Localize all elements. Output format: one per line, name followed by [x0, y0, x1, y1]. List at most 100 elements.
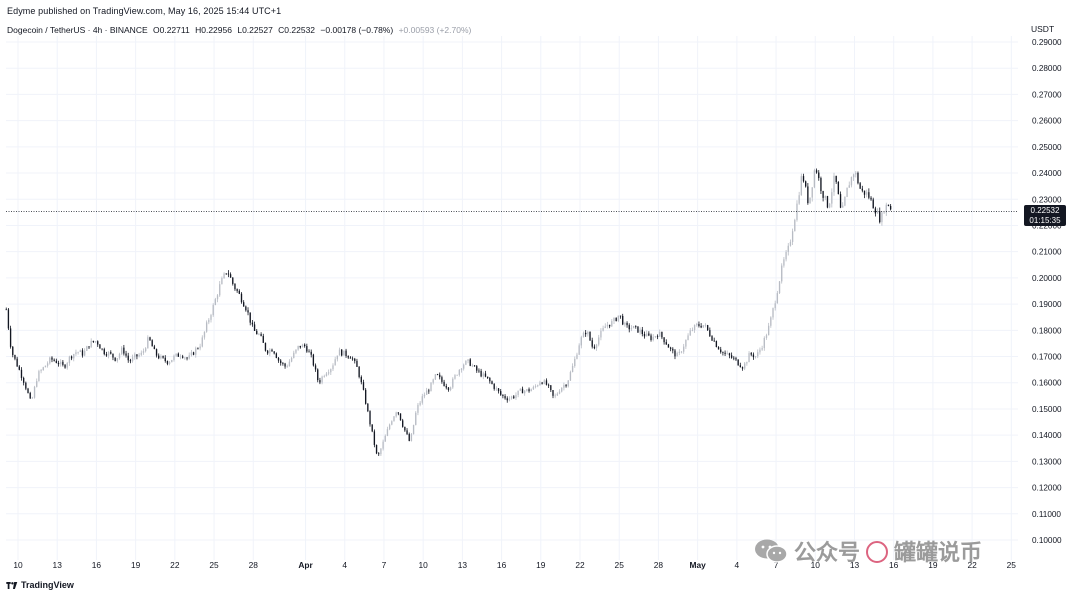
candle-body [434, 374, 437, 380]
candle-body [785, 251, 787, 260]
symbol-label[interactable]: Dogecoin / TetherUS · 4h · BINANCE [7, 25, 148, 35]
price-tick-label: 0.17000 [1032, 353, 1062, 362]
candle-body [264, 342, 267, 351]
price-tick-label: 0.24000 [1032, 169, 1062, 178]
candle-body [195, 348, 197, 355]
current-price-tag: 0.22532 01:15:35 [1024, 205, 1066, 226]
candle-body [757, 352, 759, 357]
price-tick-label: 0.14000 [1032, 431, 1062, 440]
candle-body [299, 345, 301, 348]
candle-body [593, 346, 596, 349]
candle-body [454, 375, 456, 379]
candle-body [502, 394, 504, 397]
candle-body [338, 349, 341, 356]
candle-body [702, 325, 704, 328]
candle-body [171, 359, 173, 363]
candle-body [887, 204, 890, 207]
candle-body [521, 388, 524, 394]
currency-label[interactable]: USDT [1031, 24, 1055, 34]
wechat-icon [755, 539, 788, 563]
price-tick-label: 0.18000 [1032, 326, 1062, 335]
candle-body [249, 312, 251, 323]
candle-body [60, 361, 62, 365]
candle-body [88, 346, 90, 348]
candle-body [805, 181, 807, 187]
candle-body [308, 351, 310, 353]
watermark-name: 罐罐说币 [894, 540, 983, 565]
candle-body [219, 284, 221, 296]
candle-body [482, 373, 484, 377]
candle-body [868, 192, 870, 198]
candle-body [223, 273, 225, 279]
candle-body [336, 355, 339, 360]
time-tick-label: 25 [1007, 560, 1017, 570]
candle-body [563, 385, 565, 388]
candle-body [820, 178, 822, 192]
candle-body [142, 351, 145, 353]
candle-body [506, 398, 508, 401]
candle-body [571, 366, 574, 373]
candle-body [412, 424, 415, 435]
candle-body [761, 348, 763, 350]
candle-body [144, 348, 147, 352]
candle-body [158, 355, 160, 359]
candle-body [452, 378, 454, 388]
candle-body [103, 349, 105, 355]
candle-body [530, 389, 532, 392]
candle-body [369, 411, 371, 425]
price-scale[interactable]: 0.10000 0.11000 0.12000 0.13000 0.14000 0.150… [1032, 38, 1062, 545]
time-tick-label: 13 [53, 560, 63, 570]
tradingview-logo[interactable]: TradingView [6, 580, 74, 590]
candle-body [800, 176, 803, 196]
time-tick-label: 28 [249, 560, 259, 570]
candle-body [478, 370, 480, 372]
candle-body [347, 356, 349, 358]
candle-body [818, 172, 820, 179]
candle-body [484, 373, 487, 377]
candle-body [284, 363, 286, 367]
candle-body [417, 404, 419, 413]
candle-body [842, 205, 844, 208]
candle-body [423, 394, 426, 397]
candle-body [669, 347, 672, 349]
candle-body [402, 420, 404, 427]
candle-body [205, 322, 208, 332]
price-tick-label: 0.21000 [1032, 248, 1062, 257]
candle-body [386, 429, 389, 436]
candle-body [456, 374, 458, 376]
candle-body [421, 396, 423, 403]
time-tick-label: 13 [850, 560, 860, 570]
candle-body [380, 448, 382, 455]
candle-body [445, 386, 447, 388]
candle-body [635, 326, 637, 327]
candle-body [81, 350, 84, 356]
candle-body [493, 383, 495, 389]
candle-body [70, 356, 73, 359]
candle-body [7, 309, 10, 329]
candle-body [624, 322, 626, 325]
candle-body [659, 332, 661, 337]
candle-body [866, 192, 868, 195]
candle-body [277, 357, 280, 361]
candle-body [476, 366, 478, 371]
candle-body [12, 346, 14, 355]
time-tick-label: 7 [774, 560, 779, 570]
candle-body [175, 353, 177, 356]
candle-body [863, 190, 866, 195]
candle-body [802, 176, 805, 182]
candle-body [648, 333, 650, 336]
candle-body [656, 336, 659, 338]
time-scale[interactable]: 10 13 16 19 22 25 28 Apr 4 7 10 13 16 19 22 25 28 May 4 7 10… [13, 560, 1016, 570]
candle-body [306, 346, 308, 352]
candle-body [781, 265, 783, 282]
price-tick-label: 0.23000 [1032, 195, 1062, 204]
candle-body [399, 413, 402, 421]
price-tick-label: 0.15000 [1032, 405, 1062, 414]
candle-body [608, 324, 611, 327]
candle-body [667, 344, 670, 348]
candle-body [837, 181, 840, 195]
candle-body [848, 185, 850, 188]
candle-body [358, 366, 360, 377]
candle-body [791, 231, 794, 242]
